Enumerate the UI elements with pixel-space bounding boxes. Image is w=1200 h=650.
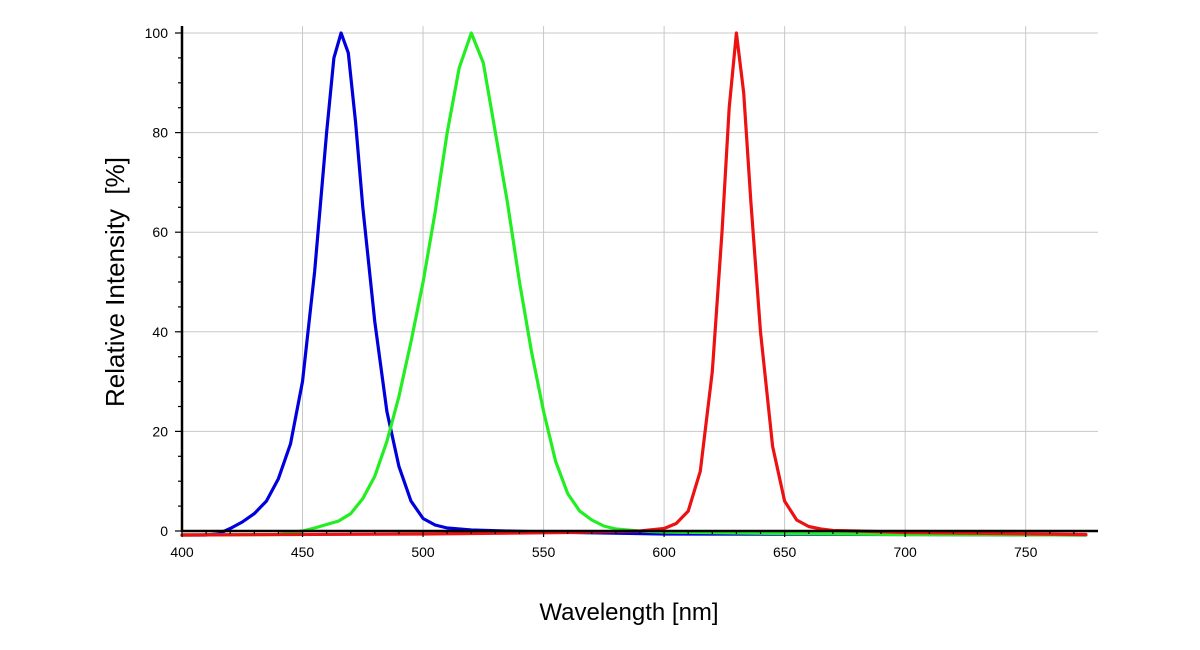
series-line-2 <box>180 31 1088 537</box>
x-tick-label: 550 <box>532 544 556 560</box>
y-tick-label: 0 <box>160 523 168 539</box>
y-tick-label: 20 <box>152 423 168 439</box>
grid <box>182 26 1098 531</box>
x-axis-title: Wavelength [nm] <box>539 599 718 626</box>
series-line-3 <box>180 31 1088 537</box>
y-tick-label: 100 <box>145 25 169 41</box>
x-tick-label: 400 <box>170 544 194 560</box>
x-tick-label: 700 <box>893 544 917 560</box>
y-tick-labels: 0 20 40 60 80 100 <box>145 25 169 539</box>
x-tick-label: 750 <box>1014 544 1038 560</box>
x-tick-labels: 400 450 500 550 600 650 700 750 <box>170 544 1037 560</box>
x-tick-label: 600 <box>652 544 676 560</box>
y-tick-label: 40 <box>152 324 168 340</box>
y-tick-label: 80 <box>152 125 168 141</box>
y-tick-label: 60 <box>152 224 168 240</box>
x-tick-label: 650 <box>773 544 797 560</box>
series-line-1 <box>180 31 1088 537</box>
x-tick-label: 500 <box>411 544 435 560</box>
y-axis-title: Relative Intensity [%] <box>100 157 130 407</box>
axes <box>175 26 1098 537</box>
series-group <box>180 31 1088 537</box>
x-tick-label: 450 <box>291 544 315 560</box>
